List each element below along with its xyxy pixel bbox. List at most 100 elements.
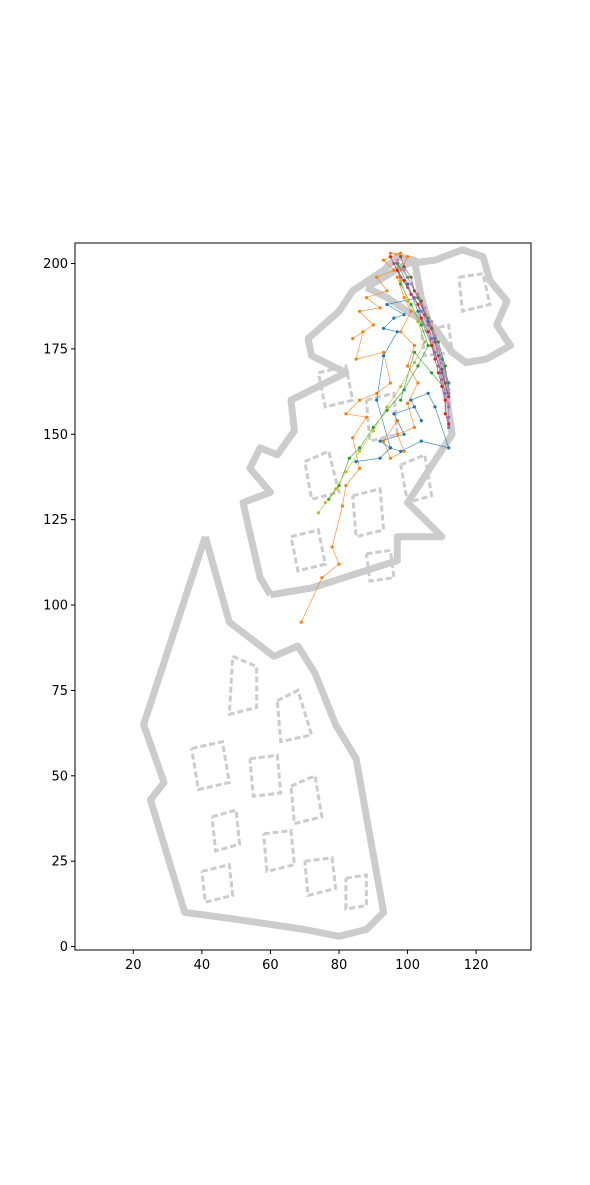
data-point [392,316,396,320]
series-line [300,252,419,623]
data-point [436,371,440,375]
series-group [395,258,451,406]
data-point [371,323,375,327]
y-tick-label: 50 [51,769,68,784]
data-point [430,320,434,324]
y-tick-label: 125 [43,513,68,528]
x-tick-label: 20 [125,958,142,973]
data-point [385,405,389,409]
data-point [447,425,451,429]
x-tick-label: 80 [331,958,348,973]
data-point [419,439,423,443]
data-point [419,316,423,320]
data-point [406,282,410,286]
data-point [358,449,362,453]
data-point [430,371,434,375]
y-tick-label: 175 [43,342,68,357]
data-point [395,258,399,262]
data-point [416,309,420,313]
series-group [388,255,451,426]
data-point [382,350,386,354]
data-point [416,364,420,368]
data-point [426,330,430,334]
map-room [275,688,314,744]
series-line [400,256,450,397]
data-point [423,306,427,310]
data-point [382,354,386,358]
map-room [210,808,242,853]
data-point [423,313,427,317]
data-point [354,357,358,361]
data-point [416,381,420,385]
data-point [419,309,423,313]
data-point [299,620,303,624]
data-point [430,326,434,330]
data-point [316,511,320,515]
map-room [351,487,386,539]
data-point [409,309,413,313]
data-point [447,381,451,385]
data-point [409,302,413,307]
series-group [327,261,451,501]
x-tick-label: 120 [464,958,489,973]
data-point [351,436,355,440]
data-point [344,412,348,416]
data-point [402,268,406,272]
data-point [447,415,451,419]
data-point [443,381,447,385]
data-point [426,323,430,327]
data-point [412,350,416,354]
data-point [426,316,430,320]
map-room [248,753,283,798]
data-point [388,446,392,450]
data-point [443,398,447,402]
data-point [320,576,324,580]
data-point [440,360,444,365]
data-point [358,398,362,402]
data-point [364,415,368,419]
data-point [433,340,437,344]
data-point [371,429,375,433]
map-wall [239,253,456,599]
data-point [436,347,440,351]
data-point [395,261,399,266]
data-point [399,255,403,259]
data-point [327,497,331,501]
data-point [433,333,437,337]
data-point [395,275,399,279]
data-point [378,456,382,460]
data-point [443,391,447,395]
y-tick-label: 100 [43,599,68,614]
data-point [440,378,444,382]
data-point [337,562,341,566]
data-point [433,405,437,409]
data-point [392,268,396,272]
y-axis-ticks: 0 25 50 75 100 125 150 175 200 [43,257,75,955]
y-tick-label: 150 [43,428,68,443]
data-point [382,326,386,330]
data-point [347,456,351,460]
data-point [447,388,451,392]
data-point [443,412,447,416]
map-room [303,856,338,898]
data-point [423,340,427,344]
data-point [402,432,406,436]
data-point [416,320,420,324]
data-point [447,401,451,406]
data-point [378,306,382,310]
data-point [323,501,327,505]
y-tick-label: 0 [60,940,68,955]
map-wall [140,535,388,940]
x-axis-ticks: 20 40 60 80 100 120 [125,950,489,973]
data-point [399,384,403,388]
map-room [303,449,341,502]
data-point [409,275,413,279]
data-point [375,275,379,279]
series-line [397,259,450,404]
data-point [436,354,440,358]
data-point [412,360,416,365]
data-point [399,449,403,453]
map-room [262,828,297,874]
series-group [316,279,427,515]
x-tick-label: 40 [194,958,211,973]
